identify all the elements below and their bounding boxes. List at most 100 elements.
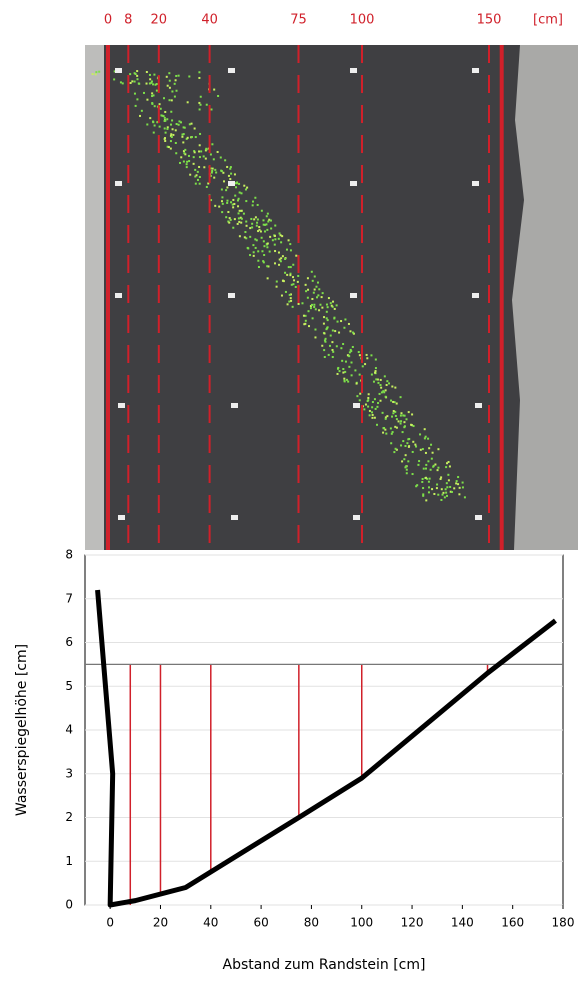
speckle — [277, 251, 280, 254]
speckle — [240, 192, 243, 195]
speckle — [190, 135, 193, 138]
speckle — [423, 428, 426, 431]
speckle — [198, 76, 201, 79]
speckle — [304, 319, 307, 322]
speckle — [314, 336, 317, 339]
speckle — [400, 420, 403, 423]
speckle — [417, 463, 420, 466]
speckle — [186, 136, 189, 139]
speckle — [273, 234, 276, 237]
speckle — [331, 356, 334, 359]
speckle — [287, 266, 290, 269]
speckle — [255, 224, 258, 227]
speckle — [251, 204, 254, 207]
speckle — [237, 217, 240, 220]
stud — [472, 181, 479, 186]
speckle — [273, 243, 276, 246]
speckle — [448, 465, 451, 468]
speckle — [233, 173, 236, 176]
speckle — [338, 370, 341, 373]
speckle — [390, 432, 393, 435]
speckle — [404, 466, 407, 469]
speckle — [209, 174, 212, 177]
speckle — [439, 478, 442, 481]
speckle — [309, 305, 312, 308]
speckle — [205, 103, 208, 106]
speckle — [186, 160, 189, 163]
stud — [228, 293, 235, 298]
speckle — [289, 243, 292, 246]
speckle — [376, 423, 379, 426]
speckle — [198, 176, 201, 179]
speckle — [412, 425, 415, 428]
speckle — [437, 493, 440, 496]
speckle — [422, 493, 425, 496]
speckle — [294, 285, 297, 288]
speckle — [327, 353, 330, 356]
speckle — [221, 202, 224, 205]
speckle — [440, 476, 443, 479]
speckle — [374, 407, 377, 410]
road — [104, 45, 524, 550]
speckle — [244, 188, 247, 191]
speckle — [328, 344, 331, 347]
speckle — [262, 261, 265, 264]
speckle — [371, 406, 374, 409]
speckle — [355, 382, 358, 385]
y-tick-label: 7 — [65, 591, 73, 605]
speckle — [195, 174, 198, 177]
speckle — [235, 182, 238, 185]
speckle — [450, 491, 453, 494]
speckle — [340, 320, 343, 323]
speckle — [169, 147, 172, 150]
speckle — [164, 131, 167, 134]
speckle — [265, 243, 268, 246]
speckle — [275, 280, 278, 283]
speckle — [168, 79, 171, 82]
speckle — [310, 270, 313, 273]
speckle — [152, 131, 155, 134]
speckle — [186, 101, 189, 104]
speckle — [382, 427, 385, 430]
speckle — [349, 330, 352, 333]
speckle — [268, 218, 271, 221]
speckle — [457, 476, 460, 479]
speckle — [257, 250, 260, 253]
photo-unit: [cm] — [533, 13, 563, 28]
speckle — [254, 196, 257, 199]
speckle — [213, 88, 216, 91]
speckle — [220, 188, 223, 191]
speckle — [384, 416, 387, 419]
speckle — [463, 496, 466, 499]
speckle — [238, 209, 241, 212]
speckle — [236, 222, 239, 225]
y-tick-label: 6 — [65, 635, 73, 649]
speckle — [399, 396, 402, 399]
speckle — [194, 182, 197, 185]
speckle — [131, 80, 134, 83]
stud — [475, 515, 482, 520]
speckle — [321, 344, 324, 347]
speckle — [155, 89, 158, 92]
speckle — [180, 156, 183, 159]
speckle — [152, 121, 155, 124]
speckle — [304, 283, 307, 286]
speckle — [196, 170, 199, 173]
x-tick-label: 60 — [253, 916, 268, 930]
speckle — [194, 175, 197, 178]
speckle — [290, 283, 293, 286]
speckle — [284, 290, 287, 293]
speckle — [145, 82, 148, 85]
speckle — [303, 323, 306, 326]
speckle — [210, 199, 213, 202]
speckle — [185, 163, 188, 166]
speckle — [403, 414, 406, 417]
speckle — [269, 235, 272, 238]
speckle — [297, 302, 300, 305]
speckle — [329, 302, 332, 305]
speckle — [289, 274, 292, 277]
speckle — [185, 166, 188, 169]
speckle — [229, 167, 232, 170]
speckle — [264, 230, 267, 233]
